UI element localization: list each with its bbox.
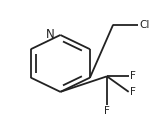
Text: F: F bbox=[130, 87, 136, 97]
Text: F: F bbox=[104, 106, 110, 116]
Text: Cl: Cl bbox=[140, 20, 150, 30]
Text: F: F bbox=[130, 71, 136, 81]
Text: N: N bbox=[45, 29, 54, 41]
